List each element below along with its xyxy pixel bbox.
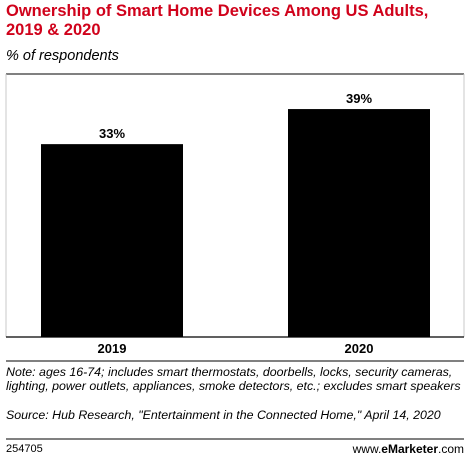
chart-source: Source: Hub Research, "Entertainment in … bbox=[6, 408, 441, 422]
chart-id: 254705 bbox=[6, 443, 43, 455]
chart-title: Ownership of Smart Home Devices Among US… bbox=[6, 2, 429, 39]
bar-2020 bbox=[288, 109, 430, 337]
bars-layer: 33% 2019 39% 2020 bbox=[41, 91, 430, 356]
bar-value-label-2019: 33% bbox=[99, 126, 125, 141]
bar-value-label-2020: 39% bbox=[346, 91, 372, 106]
brand-name: eMarketer bbox=[381, 442, 438, 456]
brand-suffix: .com bbox=[437, 442, 464, 456]
chart-subtitle: % of respondents bbox=[6, 48, 119, 64]
bar-2019 bbox=[41, 144, 183, 337]
chart-note: Note: ages 16-74; includes smart thermos… bbox=[6, 365, 461, 394]
x-tick-label-2019: 2019 bbox=[98, 341, 127, 356]
brand-prefix: www. bbox=[352, 442, 382, 456]
x-tick-label-2020: 2020 bbox=[345, 341, 374, 356]
brand-logo: www.eMarketer.com bbox=[353, 442, 464, 456]
